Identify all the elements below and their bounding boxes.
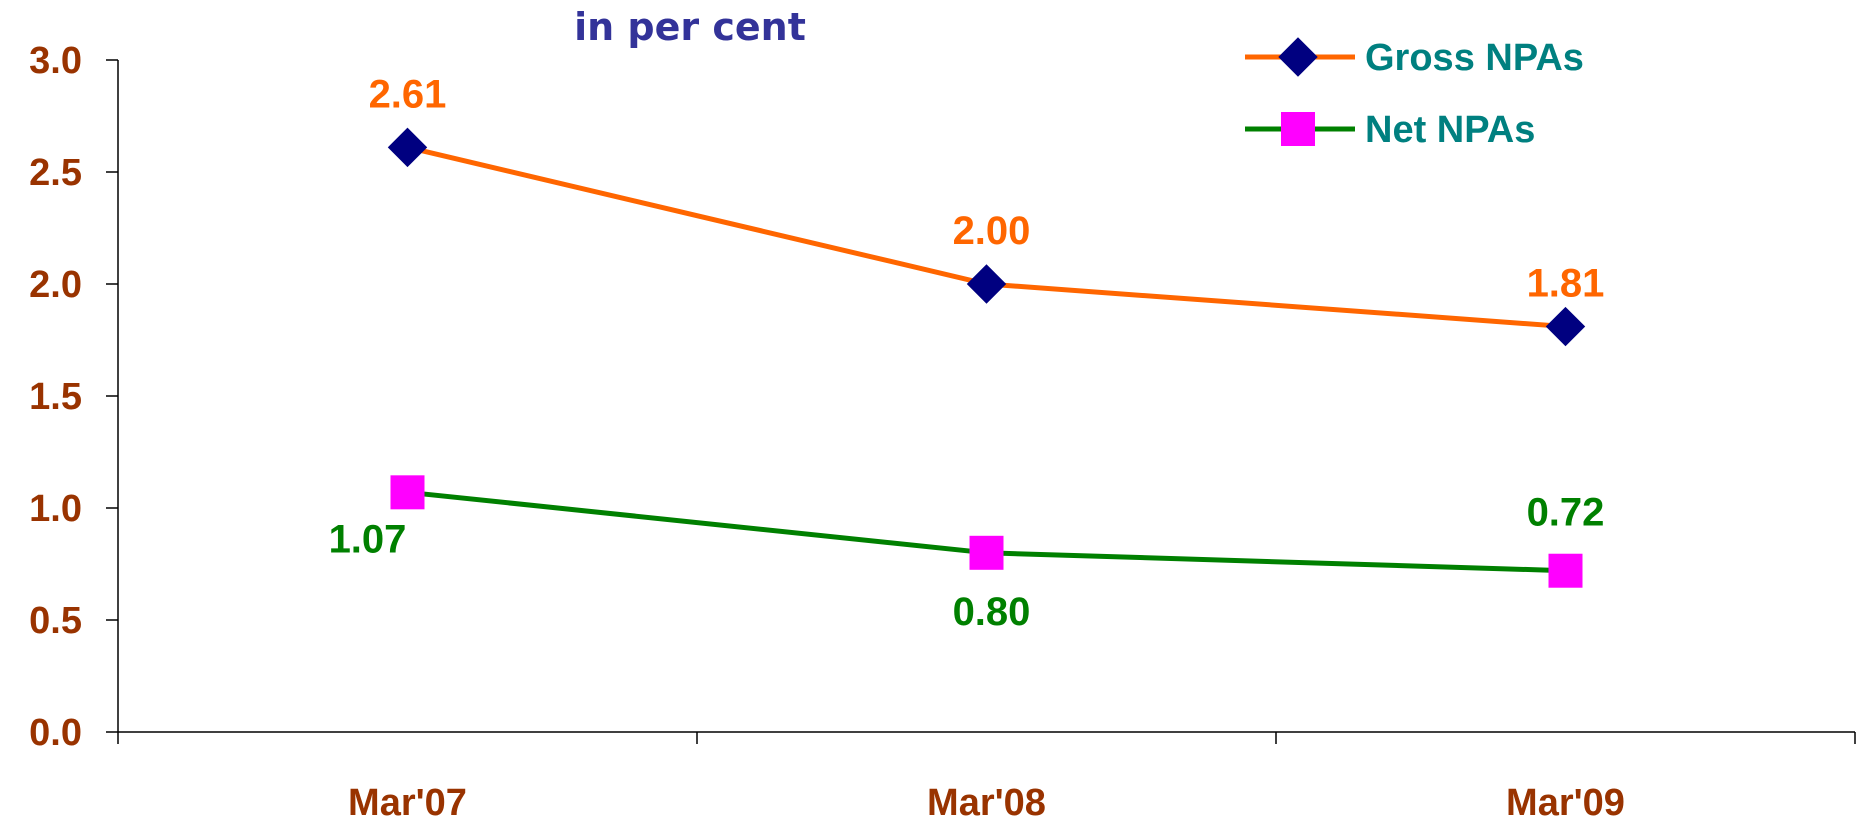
legend-label: Gross NPAs [1365,37,1584,79]
legend-item: Net NPAs [1245,109,1535,151]
data-label: 1.81 [1527,262,1605,306]
axes: 0.0 0.5 1.0 1.5 2.0 2.5 3.0 Mar'07 Mar'08 Mar'09 [29,40,1856,822]
data-point-marker [387,127,428,168]
series-layer [387,127,1586,588]
y-tick-label: 1.0 [29,488,82,530]
data-point-marker [966,264,1007,304]
y-tick-label: 0.5 [29,600,82,642]
y-tick-label: 2.5 [29,152,82,194]
chart-subtitle: in per cent [574,5,806,49]
data-label: 0.80 [953,590,1031,634]
data-label: 0.72 [1527,491,1605,535]
y-tick-label: 1.5 [29,376,82,418]
data-point-marker [1548,553,1583,588]
x-tick-label: Mar'09 [1506,782,1625,822]
legend: Gross NPAs Net NPAs [1245,37,1584,151]
series-net-npas [390,475,1583,588]
y-tick-label: 0.0 [29,712,82,754]
y-tick-label: 3.0 [29,40,82,82]
data-labels: 2.61 2.00 1.81 1.07 0.80 0.72 [329,72,1605,633]
data-point-marker [969,535,1004,570]
data-label: 1.07 [329,517,407,561]
data-label: 2.61 [369,72,447,116]
legend-marker [1278,37,1318,77]
data-label: 2.00 [953,209,1031,253]
data-point-marker [390,475,425,510]
x-tick-label: Mar'08 [927,782,1046,822]
data-point-marker [1545,306,1586,347]
x-tick-label: Mar'07 [348,782,467,822]
legend-marker [1281,112,1315,146]
series-gross-npas [387,127,1586,347]
legend-label: Net NPAs [1365,109,1535,151]
y-tick-label: 2.0 [29,264,82,306]
legend-item: Gross NPAs [1245,37,1584,79]
